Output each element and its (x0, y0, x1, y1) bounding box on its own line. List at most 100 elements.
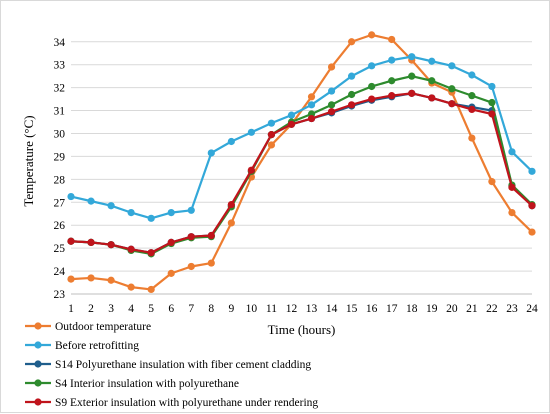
x-tick-label: 9 (228, 303, 234, 315)
data-point (127, 245, 135, 253)
y-tick-label: 34 (54, 37, 66, 49)
data-point (327, 63, 336, 71)
y-tick-label: 30 (54, 128, 66, 140)
data-point (327, 108, 336, 116)
data-point (67, 237, 75, 245)
data-point (267, 141, 276, 149)
data-point (488, 110, 496, 118)
data-point (368, 82, 376, 91)
data-point (187, 206, 195, 214)
data-point (327, 87, 336, 95)
legend-swatch-marker (34, 379, 42, 387)
data-point (508, 183, 516, 191)
data-point (127, 283, 135, 291)
x-tick-label: 14 (326, 303, 338, 315)
x-tick-label: 11 (266, 303, 277, 315)
data-point (307, 93, 316, 101)
data-point (87, 274, 95, 282)
data-point (468, 105, 476, 114)
y-tick-label: 24 (54, 266, 66, 278)
data-point (107, 276, 115, 284)
x-tick-label: 16 (366, 303, 378, 315)
series-1 (67, 31, 536, 294)
x-tick-label: 23 (506, 303, 518, 315)
data-point (87, 238, 95, 247)
y-tick-label: 33 (54, 60, 66, 72)
data-point (247, 128, 255, 136)
y-tick-label: 27 (54, 197, 66, 209)
x-tick-label: 22 (486, 303, 498, 315)
series-2 (67, 53, 536, 222)
data-point (408, 53, 416, 61)
legend-label: Before retrofitting (55, 340, 139, 352)
data-point (307, 101, 316, 109)
y-tick-label: 25 (54, 243, 66, 255)
data-point (287, 120, 296, 128)
x-tick-label: 4 (128, 303, 134, 315)
legend-item-1: Outdoor temperature (25, 321, 151, 333)
x-tick-label: 15 (346, 303, 358, 315)
x-tick-label: 1 (68, 303, 74, 315)
data-point (468, 92, 476, 100)
legend-swatch-marker (34, 341, 42, 349)
data-point (167, 238, 175, 247)
data-point (67, 192, 75, 201)
data-point (307, 114, 316, 123)
data-point (388, 56, 396, 64)
series-line (70, 55, 533, 220)
y-axis-ticks: 23 24 25 26 27 28 29 30 31 32 33 34 (54, 37, 66, 301)
data-point (508, 148, 516, 156)
data-point (408, 72, 416, 80)
x-tick-label: 10 (246, 303, 258, 315)
y-tick-label: 31 (54, 106, 66, 118)
x-axis-ticks: 1 2 3 4 5 6 7 8 9 10 11 12 13 14 15 16 17 18 19 20 21 22 23 24 (68, 303, 538, 315)
series-line (70, 75, 533, 255)
data-point (147, 285, 155, 294)
data-point (287, 111, 296, 119)
data-point (207, 231, 215, 240)
x-tick-label: 20 (446, 303, 458, 315)
y-tick-label: 32 (54, 83, 66, 95)
data-point (267, 131, 276, 139)
legend-swatch-marker (34, 322, 42, 330)
legend-item-4: S4 Interior insulation with polyurethane (25, 378, 239, 390)
legend-label: Outdoor temperature (55, 321, 151, 333)
data-point (348, 38, 356, 46)
data-point (107, 202, 115, 210)
data-point (468, 71, 476, 79)
legend: Outdoor temperature Before retrofitting S1… (25, 321, 318, 409)
data-point (428, 94, 436, 102)
data-point (528, 167, 536, 175)
data-point (327, 101, 336, 109)
data-point (528, 228, 536, 236)
legend-swatch-marker (34, 360, 42, 368)
data-point (348, 72, 356, 80)
data-point (187, 262, 195, 271)
data-point (207, 149, 215, 157)
data-point (187, 233, 195, 241)
x-tick-label: 24 (526, 303, 538, 315)
data-point (348, 90, 356, 99)
series-5 (67, 89, 536, 257)
x-axis-title: Time (hours) (268, 322, 336, 337)
x-tick-label: 6 (168, 303, 174, 315)
data-point (147, 249, 155, 257)
x-tick-label: 5 (148, 303, 154, 315)
series-3 (67, 89, 536, 257)
x-tick-label: 12 (286, 303, 298, 315)
legend-label: S14 Polyurethane insulation with fiber c… (55, 359, 311, 371)
data-point (247, 166, 255, 174)
legend-item-5: S9 Exterior insulation with polyurethane… (25, 397, 318, 409)
grid (71, 41, 532, 295)
data-point (368, 95, 376, 103)
data-point (428, 57, 436, 65)
x-tick-label: 18 (406, 303, 418, 315)
data-point (227, 137, 235, 146)
x-tick-label: 3 (108, 303, 114, 315)
data-point (368, 62, 376, 70)
data-point (468, 134, 476, 142)
data-point (448, 85, 456, 93)
data-point (227, 200, 235, 209)
